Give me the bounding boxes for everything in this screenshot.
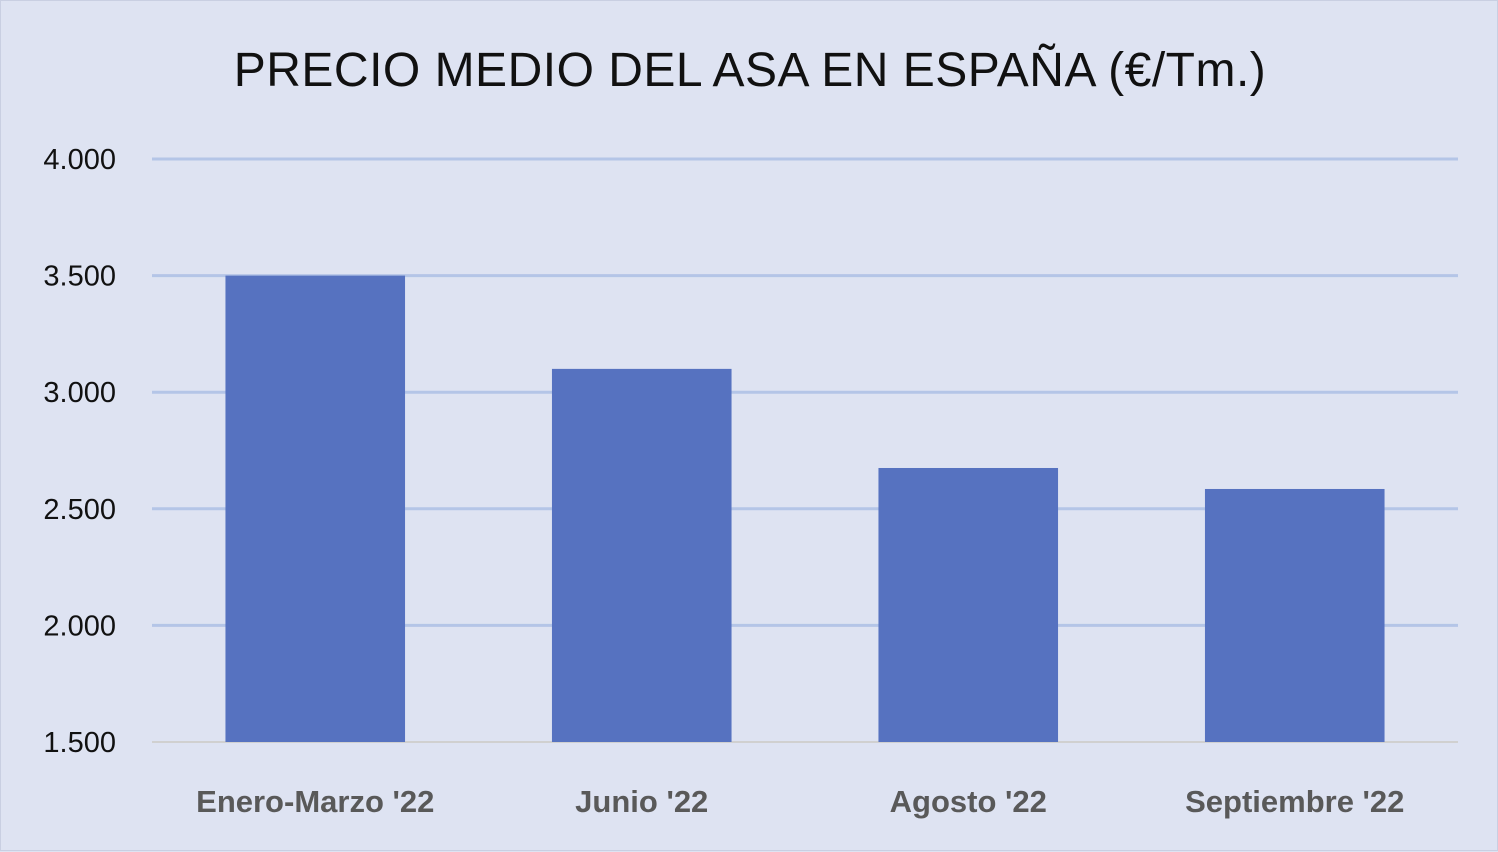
y-tick-label: 4.000 [43, 144, 116, 176]
y-tick-label: 2.500 [43, 494, 116, 526]
bar [225, 275, 406, 742]
x-category-label: Enero-Marzo '22 [196, 784, 434, 819]
chart-title: PRECIO MEDIO DEL ASA EN ESPAÑA (€/Tm.) [233, 44, 1267, 97]
y-tick-label: 3.500 [43, 261, 116, 293]
y-axis-tick-labels: 1.500 2.000 2.500 3.000 3.500 4.000 [43, 144, 116, 759]
y-tick-label: 1.500 [43, 727, 116, 759]
bar [551, 368, 732, 742]
x-category-label: Septiembre '22 [1185, 784, 1404, 819]
bars [225, 275, 1385, 742]
x-category-label: Agosto '22 [890, 784, 1047, 819]
x-category-label: Junio '22 [575, 784, 708, 819]
bar [1204, 488, 1385, 742]
y-tick-label: 3.000 [43, 377, 116, 409]
y-tick-label: 2.000 [43, 610, 116, 642]
bar [878, 467, 1059, 742]
x-axis-category-labels: Enero-Marzo '22 Junio '22 Agosto '22 Septie… [196, 784, 1404, 819]
